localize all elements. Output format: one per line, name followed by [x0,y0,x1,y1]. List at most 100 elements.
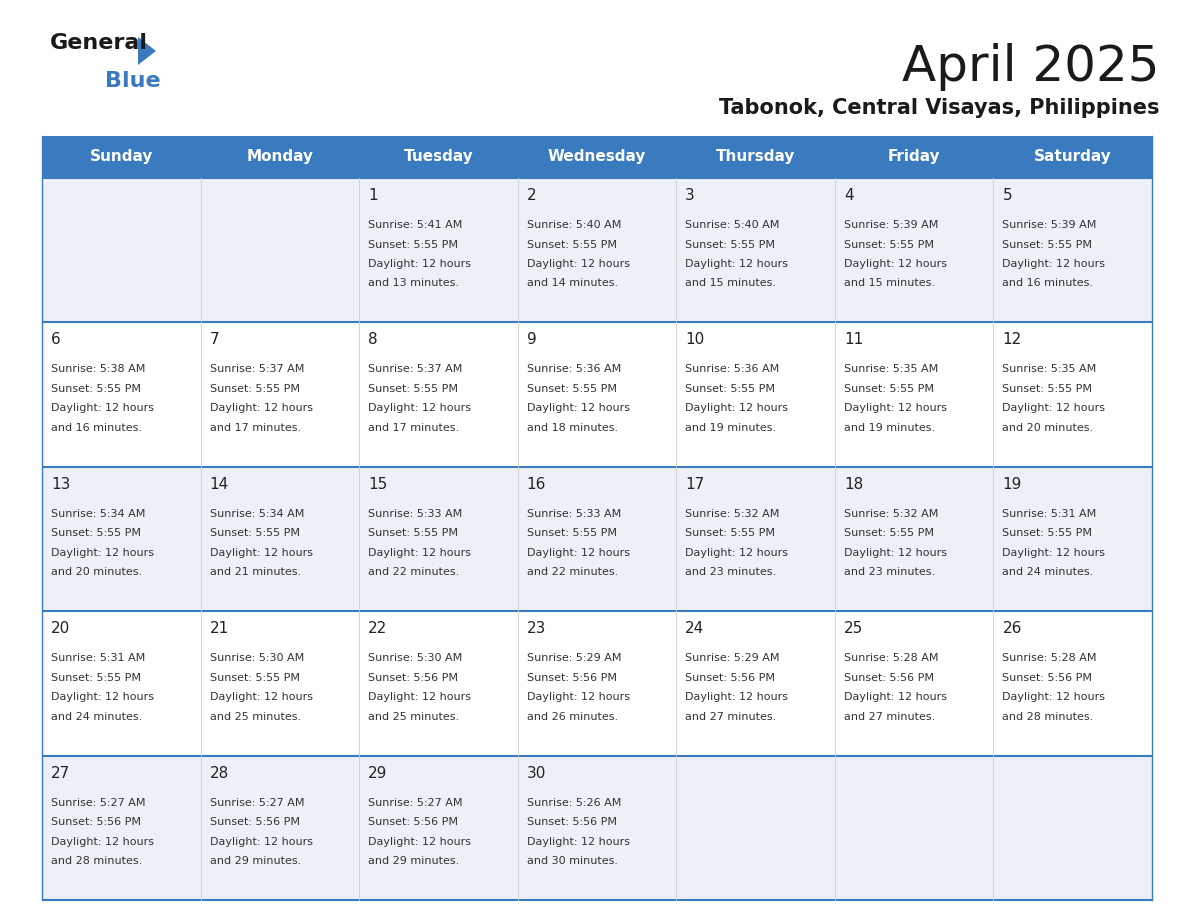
Text: Sunset: 5:55 PM: Sunset: 5:55 PM [1003,240,1093,250]
Text: 13: 13 [51,476,70,492]
Text: General: General [50,33,148,53]
Text: Sunset: 5:56 PM: Sunset: 5:56 PM [1003,673,1093,683]
Text: Sunday: Sunday [89,150,153,164]
Text: 9: 9 [526,332,537,347]
Text: and 20 minutes.: and 20 minutes. [51,567,143,577]
Text: 29: 29 [368,766,387,780]
Text: Sunrise: 5:28 AM: Sunrise: 5:28 AM [1003,654,1097,663]
Text: Sunset: 5:55 PM: Sunset: 5:55 PM [51,673,141,683]
Bar [42,611,1152,756]
Text: 16: 16 [526,476,546,492]
Text: 7: 7 [209,332,220,347]
Text: and 25 minutes.: and 25 minutes. [209,711,301,722]
Bar [201,136,359,178]
Text: Sunset: 5:55 PM: Sunset: 5:55 PM [51,528,141,538]
Text: and 18 minutes.: and 18 minutes. [526,423,618,433]
Text: Sunset: 5:55 PM: Sunset: 5:55 PM [368,528,459,538]
Text: Sunrise: 5:35 AM: Sunrise: 5:35 AM [843,364,939,375]
Text: and 25 minutes.: and 25 minutes. [368,711,460,722]
Text: Daylight: 12 hours: Daylight: 12 hours [368,403,472,413]
Text: Sunset: 5:56 PM: Sunset: 5:56 PM [368,817,459,827]
Text: Sunrise: 5:27 AM: Sunrise: 5:27 AM [209,798,304,808]
Text: Sunset: 5:55 PM: Sunset: 5:55 PM [368,240,459,250]
Text: and 24 minutes.: and 24 minutes. [1003,567,1094,577]
Text: Sunset: 5:55 PM: Sunset: 5:55 PM [685,528,776,538]
Text: Sunrise: 5:39 AM: Sunrise: 5:39 AM [1003,220,1097,230]
Text: 14: 14 [209,476,229,492]
Text: Daylight: 12 hours: Daylight: 12 hours [685,692,789,702]
Text: Sunrise: 5:27 AM: Sunrise: 5:27 AM [368,798,462,808]
Text: 8: 8 [368,332,378,347]
Text: Sunrise: 5:38 AM: Sunrise: 5:38 AM [51,364,145,375]
Text: Daylight: 12 hours: Daylight: 12 hours [843,548,947,558]
Text: and 20 minutes.: and 20 minutes. [1003,423,1093,433]
Text: Sunrise: 5:28 AM: Sunrise: 5:28 AM [843,654,939,663]
Bar [359,136,518,178]
Text: 1: 1 [368,188,378,203]
Text: 22: 22 [368,621,387,636]
Text: 19: 19 [1003,476,1022,492]
Bar [42,136,201,178]
Polygon shape [138,37,156,65]
Text: 6: 6 [51,332,61,347]
Text: Daylight: 12 hours: Daylight: 12 hours [526,692,630,702]
Text: Sunset: 5:55 PM: Sunset: 5:55 PM [51,384,141,394]
Bar [835,136,993,178]
Text: Blue: Blue [105,71,160,91]
Text: Sunset: 5:56 PM: Sunset: 5:56 PM [51,817,141,827]
Text: Tuesday: Tuesday [404,150,473,164]
Text: 26: 26 [1003,621,1022,636]
Text: Sunset: 5:55 PM: Sunset: 5:55 PM [526,528,617,538]
Text: Sunrise: 5:36 AM: Sunrise: 5:36 AM [526,364,621,375]
Text: Daylight: 12 hours: Daylight: 12 hours [526,548,630,558]
Text: Friday: Friday [887,150,941,164]
Text: and 28 minutes.: and 28 minutes. [1003,711,1094,722]
Text: 18: 18 [843,476,864,492]
Text: Daylight: 12 hours: Daylight: 12 hours [209,692,312,702]
Text: 3: 3 [685,188,695,203]
Text: Sunrise: 5:34 AM: Sunrise: 5:34 AM [209,509,304,519]
Text: Daylight: 12 hours: Daylight: 12 hours [51,692,154,702]
Text: 24: 24 [685,621,704,636]
Text: and 29 minutes.: and 29 minutes. [209,856,301,866]
Bar [993,136,1152,178]
Text: Sunset: 5:56 PM: Sunset: 5:56 PM [209,817,299,827]
Text: and 22 minutes.: and 22 minutes. [526,567,618,577]
Text: 4: 4 [843,188,853,203]
Text: and 16 minutes.: and 16 minutes. [1003,278,1093,288]
Text: Sunrise: 5:33 AM: Sunrise: 5:33 AM [368,509,462,519]
Bar [518,136,676,178]
Text: Sunrise: 5:40 AM: Sunrise: 5:40 AM [526,220,621,230]
Text: and 13 minutes.: and 13 minutes. [368,278,459,288]
Text: Daylight: 12 hours: Daylight: 12 hours [51,403,154,413]
Text: Sunrise: 5:31 AM: Sunrise: 5:31 AM [51,654,145,663]
Text: and 15 minutes.: and 15 minutes. [685,278,776,288]
Text: Daylight: 12 hours: Daylight: 12 hours [526,259,630,269]
Text: Sunrise: 5:41 AM: Sunrise: 5:41 AM [368,220,462,230]
Text: 28: 28 [209,766,229,780]
Text: Daylight: 12 hours: Daylight: 12 hours [1003,259,1105,269]
Text: Tabonok, Central Visayas, Philippines: Tabonok, Central Visayas, Philippines [720,98,1159,118]
Text: and 19 minutes.: and 19 minutes. [685,423,777,433]
Text: Sunset: 5:55 PM: Sunset: 5:55 PM [685,384,776,394]
Text: and 29 minutes.: and 29 minutes. [368,856,460,866]
Text: Sunset: 5:55 PM: Sunset: 5:55 PM [209,384,299,394]
Text: April 2025: April 2025 [903,43,1159,91]
Text: Sunset: 5:55 PM: Sunset: 5:55 PM [843,528,934,538]
Text: Daylight: 12 hours: Daylight: 12 hours [209,548,312,558]
Text: and 14 minutes.: and 14 minutes. [526,278,618,288]
Text: Daylight: 12 hours: Daylight: 12 hours [843,403,947,413]
Text: Daylight: 12 hours: Daylight: 12 hours [1003,548,1105,558]
Text: and 26 minutes.: and 26 minutes. [526,711,618,722]
Text: Daylight: 12 hours: Daylight: 12 hours [51,548,154,558]
Text: and 27 minutes.: and 27 minutes. [685,711,777,722]
Text: Daylight: 12 hours: Daylight: 12 hours [685,403,789,413]
Text: Sunrise: 5:35 AM: Sunrise: 5:35 AM [1003,364,1097,375]
Text: and 16 minutes.: and 16 minutes. [51,423,143,433]
Text: Sunrise: 5:32 AM: Sunrise: 5:32 AM [843,509,939,519]
Text: Thursday: Thursday [716,150,795,164]
Text: 20: 20 [51,621,70,636]
Text: Sunrise: 5:36 AM: Sunrise: 5:36 AM [685,364,779,375]
Text: Sunrise: 5:33 AM: Sunrise: 5:33 AM [526,509,621,519]
Text: Daylight: 12 hours: Daylight: 12 hours [685,548,789,558]
